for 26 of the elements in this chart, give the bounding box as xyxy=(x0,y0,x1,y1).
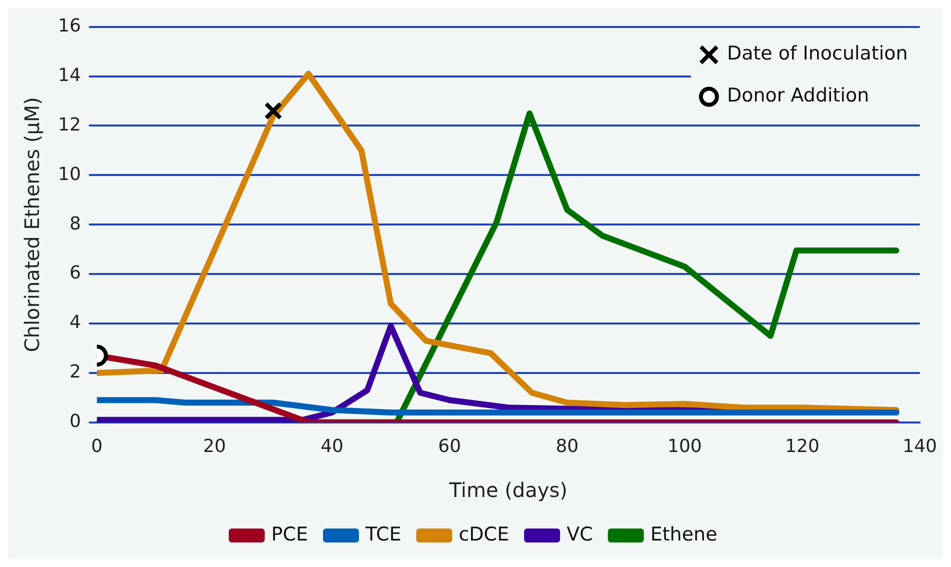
legend-label: VC xyxy=(566,523,593,546)
y-tick-label: 14 xyxy=(58,64,81,86)
x-axis-title: Time (days) xyxy=(448,478,568,502)
x-tick-label: 60 xyxy=(438,436,462,457)
x-tick-label: 120 xyxy=(785,436,820,457)
legend-label: TCE xyxy=(364,523,402,546)
legend-label: PCE xyxy=(271,523,308,546)
y-tick-label: 2 xyxy=(69,362,81,383)
y-tick-label: 4 xyxy=(69,312,81,334)
y-tick-label: 8 xyxy=(69,213,81,234)
x-tick-label: 20 xyxy=(203,436,226,457)
x-tick-label: 140 xyxy=(902,436,937,457)
x-tick-label: 80 xyxy=(556,436,579,457)
y-tick-label: 16 xyxy=(58,15,81,36)
x-tick-label: 40 xyxy=(320,436,344,457)
y-tick-label: 12 xyxy=(58,114,81,136)
y-tick-label: 0 xyxy=(69,411,81,432)
legend-label: Date of Inoculation xyxy=(726,42,908,65)
x-tick-label: 100 xyxy=(668,436,702,457)
legend-label: Ethene xyxy=(650,523,718,546)
y-axis-title: Chlorinated Ethenes (µM) xyxy=(20,97,44,352)
legend-label: cDCE xyxy=(458,523,510,546)
y-tick-label: 6 xyxy=(69,262,81,284)
legend-label: Donor Addition xyxy=(726,84,870,107)
y-tick-label: 10 xyxy=(58,164,81,185)
x-tick-label: 0 xyxy=(91,436,103,457)
